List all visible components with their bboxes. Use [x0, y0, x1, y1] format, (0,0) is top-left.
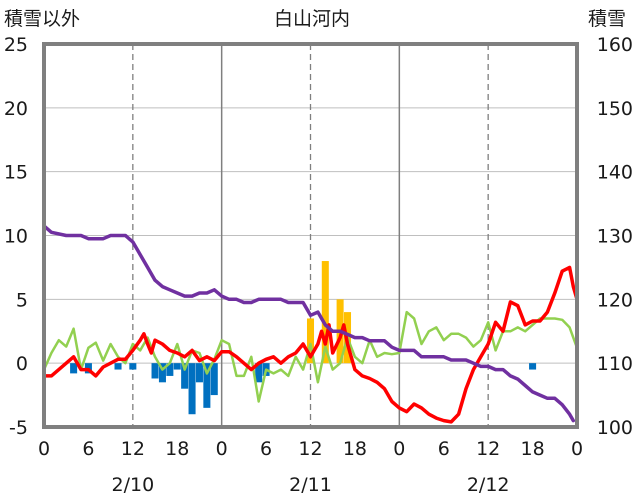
right-axis-ticks: 160 150 140 130 120 110 100	[597, 34, 633, 439]
right-tick-label: 140	[597, 162, 633, 184]
date-label: 2/11	[289, 474, 332, 496]
right-tick-label: 150	[597, 98, 633, 120]
bar-snow-change	[70, 363, 78, 374]
right-tick-label: 130	[597, 226, 633, 248]
bar-snow-change	[203, 363, 211, 408]
x-tick-label: 12	[476, 438, 500, 460]
right-axis-title: 積雪	[588, 8, 626, 30]
bar-snow-change	[188, 363, 196, 415]
right-tick-label: 120	[597, 289, 633, 311]
left-tick-label: 15	[4, 162, 28, 184]
left-axis-ticks: 25 20 15 10 5 0 -5	[4, 34, 28, 439]
left-tick-label: -5	[9, 417, 28, 439]
bar-snow-change	[129, 363, 137, 370]
bar-precipitation	[321, 261, 329, 364]
line-series	[42, 224, 579, 424]
bar-snow-change	[114, 363, 122, 370]
date-label: 2/10	[111, 474, 154, 496]
left-tick-label: 5	[16, 289, 28, 311]
x-tick-label: 12	[298, 438, 322, 460]
bar-snow-change	[181, 363, 189, 389]
x-tick-label: 0	[38, 438, 50, 460]
x-axis-ticks: 0 6 12 18 0 6 12 18 0 6 12 18 0	[38, 438, 583, 460]
chart-title: 白山河内	[274, 8, 350, 30]
date-label: 2/12	[467, 474, 510, 496]
temperature-line	[42, 265, 579, 424]
bar-snow-change	[158, 363, 166, 383]
right-tick-label: 160	[597, 34, 633, 56]
bar-snow-change	[173, 363, 181, 370]
left-tick-label: 20	[4, 98, 28, 120]
x-tick-label: 6	[260, 438, 272, 460]
bar-snow-change	[195, 363, 203, 383]
wind-line	[42, 310, 579, 403]
bar-snow-change	[529, 363, 537, 370]
bar-precipitation	[306, 318, 315, 364]
x-tick-label: 18	[165, 438, 189, 460]
bar-snow-change	[255, 363, 263, 383]
x-tick-label: 6	[438, 438, 450, 460]
x-tick-label: 6	[82, 438, 94, 460]
x-tick-label: 18	[520, 438, 544, 460]
x-tick-label: 0	[393, 438, 405, 460]
bar-snow-change	[210, 363, 218, 396]
x-tick-label: 18	[343, 438, 367, 460]
x-tick-label: 0	[216, 438, 228, 460]
snow-depth-line	[42, 224, 576, 423]
right-tick-label: 110	[597, 353, 633, 375]
left-axis-title: 積雪以外	[4, 8, 80, 30]
bar-snow-change	[166, 363, 174, 376]
right-tick-label: 100	[597, 417, 633, 439]
plot-frame	[42, 42, 579, 429]
left-tick-label: 25	[4, 34, 28, 56]
date-labels: 2/10 2/11 2/12	[111, 474, 509, 496]
bar-snow-change	[151, 363, 159, 379]
left-tick-label: 0	[16, 353, 28, 375]
left-tick-label: 10	[4, 226, 28, 248]
x-tick-label: 0	[571, 438, 583, 460]
x-tick-label: 12	[121, 438, 145, 460]
